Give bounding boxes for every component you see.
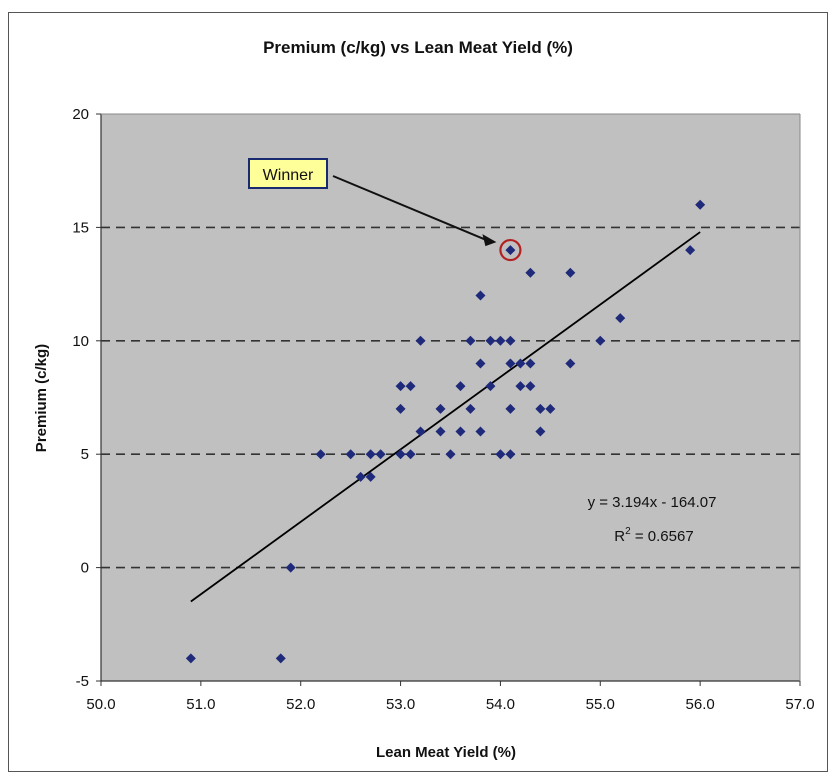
data-point <box>515 381 526 392</box>
data-point <box>455 381 466 392</box>
data-point <box>565 358 576 369</box>
y-tick-label: 0 <box>81 560 89 577</box>
data-point <box>485 335 496 346</box>
data-point <box>345 449 356 460</box>
data-point <box>465 403 476 414</box>
x-tick-label: 52.0 <box>286 696 315 713</box>
y-tick-label: 15 <box>72 219 89 236</box>
data-point <box>695 199 706 210</box>
plot-area <box>101 114 800 681</box>
y-tick-label: 5 <box>81 446 89 463</box>
data-point <box>415 426 426 437</box>
data-point <box>415 335 426 346</box>
data-point <box>475 358 486 369</box>
trendline <box>190 231 701 603</box>
data-point <box>405 449 416 460</box>
winner-callout-label: Winner <box>263 167 314 184</box>
y-axis-title: Premium (c/kg) <box>33 344 50 452</box>
data-point <box>355 471 366 482</box>
data-point <box>505 358 516 369</box>
winner-highlight-circle <box>499 238 522 262</box>
x-tick-label: 54.0 <box>486 696 515 713</box>
data-point <box>435 426 446 437</box>
trendline-equation: y = 3.194x - 164.07 <box>588 494 717 511</box>
data-point <box>615 313 626 324</box>
data-points <box>185 199 706 664</box>
r-squared-value: = 0.6567 <box>631 528 694 545</box>
trendline-layer <box>190 231 701 603</box>
x-tick-label: 50.0 <box>86 696 115 713</box>
data-point <box>365 471 376 482</box>
data-point <box>455 426 466 437</box>
data-point <box>525 358 536 369</box>
y-tick-label: 10 <box>72 333 89 350</box>
data-point <box>505 449 516 460</box>
data-point <box>365 449 376 460</box>
arrow-line <box>332 175 487 242</box>
axes: 50.0 51.0 52.0 53.0 54.0 55.0 56.0 57.0 -5 0 5 10 15… <box>72 106 814 713</box>
data-point <box>315 449 326 460</box>
data-point <box>595 335 606 346</box>
annotation-layer: Winner <box>248 158 522 262</box>
data-point <box>685 245 696 256</box>
data-point <box>395 449 406 460</box>
x-axis-title: Lean Meat Yield (%) <box>376 744 516 761</box>
winner-callout-box <box>248 158 328 189</box>
data-point <box>505 335 516 346</box>
data-point <box>475 290 486 301</box>
data-point <box>525 381 536 392</box>
r-squared-sup: 2 <box>625 526 631 537</box>
y-tick-label: -5 <box>76 673 89 690</box>
data-point <box>505 245 516 256</box>
data-point <box>435 403 446 414</box>
data-point <box>185 653 196 664</box>
data-point <box>505 403 516 414</box>
data-point <box>465 335 476 346</box>
x-tick-label: 56.0 <box>686 696 715 713</box>
x-tick-label: 57.0 <box>785 696 814 713</box>
arrow-head <box>482 234 497 247</box>
data-point <box>565 267 576 278</box>
data-point <box>485 381 496 392</box>
data-point <box>405 381 416 392</box>
data-point <box>395 381 406 392</box>
chart-title: Premium (c/kg) vs Lean Meat Yield (%) <box>263 38 573 57</box>
data-point <box>445 449 456 460</box>
x-tick-label: 53.0 <box>386 696 415 713</box>
data-point <box>275 653 286 664</box>
y-tick-label: 20 <box>72 106 89 123</box>
data-point <box>535 426 546 437</box>
x-tick-label: 51.0 <box>186 696 215 713</box>
data-point <box>535 403 546 414</box>
r-squared-prefix: R <box>614 528 625 545</box>
data-point <box>495 335 506 346</box>
data-point <box>525 267 536 278</box>
x-tick-label: 55.0 <box>586 696 615 713</box>
data-point <box>515 358 526 369</box>
r-squared-label: R2 = 0.6567 <box>614 526 693 545</box>
data-point <box>475 426 486 437</box>
data-point <box>285 562 296 573</box>
data-point <box>545 403 556 414</box>
data-point <box>395 403 406 414</box>
data-point <box>495 449 506 460</box>
data-point <box>375 449 386 460</box>
